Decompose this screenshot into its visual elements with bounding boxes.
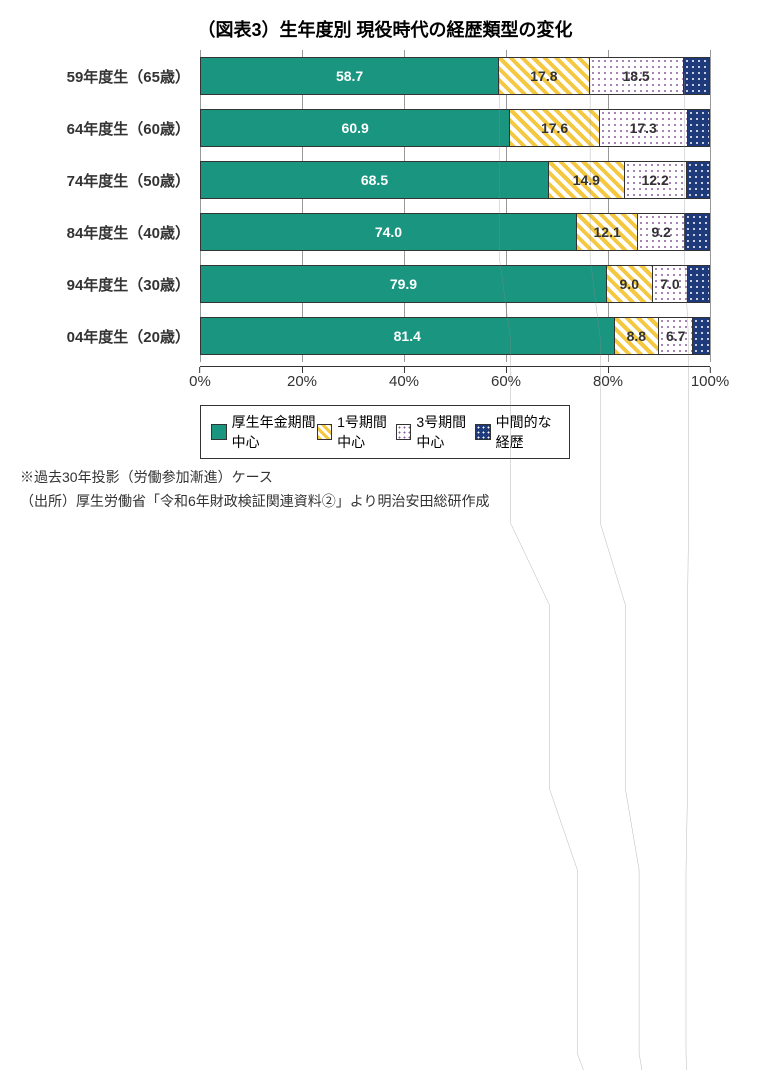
value-label: 81.4 — [394, 328, 421, 344]
bar-segment — [684, 58, 709, 94]
swatch-icon — [211, 424, 227, 440]
value-label: 12.2 — [642, 172, 669, 188]
bar-row: 74年度生（50歳）68.514.912.2 — [200, 158, 710, 202]
value-label: 74.0 — [375, 224, 402, 240]
legend-label: 1号期間中心 — [337, 412, 396, 452]
bar-segment: 6.7 — [659, 318, 693, 354]
bar-segment: 8.8 — [615, 318, 660, 354]
bar-segment: 17.3 — [600, 110, 688, 146]
y-label: 74年度生（50歳） — [20, 170, 190, 191]
x-tick: 80% — [593, 367, 623, 391]
y-label: 64年度生（60歳） — [20, 118, 190, 139]
value-label: 17.3 — [630, 120, 657, 136]
bar-segment: 74.0 — [201, 214, 577, 250]
bar-row: 84年度生（40歳）74.012.19.2 — [200, 210, 710, 254]
legend-item: 1号期間中心 — [317, 412, 396, 452]
legend-item: 3号期間中心 — [396, 412, 475, 452]
bar-segment: 58.7 — [201, 58, 499, 94]
value-label: 58.7 — [336, 68, 363, 84]
chart-title: （図表3）生年度別 現役時代の経歴類型の変化 — [20, 16, 750, 42]
bar-segment — [687, 162, 709, 198]
bar: 58.7 17.8 18.5 — [200, 57, 710, 95]
bar-segment: 81.4 — [201, 318, 615, 354]
legend-item: 厚生年金期間中心 — [211, 412, 317, 452]
chart-area: 59年度生（65歳）58.717.818.564年度生（60歳）60.917.6… — [200, 54, 710, 358]
x-axis: 0%20%40%60%80%100% — [200, 366, 710, 397]
bar-segment: 68.5 — [201, 162, 549, 198]
bar-segment — [685, 214, 709, 250]
x-tick: 60% — [491, 367, 521, 391]
bar-segment: 12.1 — [577, 214, 638, 250]
value-label: 12.1 — [594, 224, 621, 240]
bar-row: 64年度生（60歳）60.917.617.3 — [200, 106, 710, 150]
value-label: 79.9 — [390, 276, 417, 292]
swatch-icon — [317, 424, 333, 440]
legend: 厚生年金期間中心 1号期間中心 3号期間中心 中間的な経歴 — [200, 405, 570, 459]
bar-segment — [693, 318, 709, 354]
value-label: 8.8 — [627, 328, 646, 344]
legend-item: 中間的な経歴 — [475, 412, 559, 452]
bar: 60.9 17.6 17.3 — [200, 109, 710, 147]
bar-segment: 9.0 — [607, 266, 653, 302]
bar-segment: 12.2 — [625, 162, 687, 198]
bar-segment — [688, 266, 709, 302]
source-note: （出所）厚生労働省「令和6年財政検証関連資料②」より明治安田総研作成 — [20, 491, 750, 511]
value-label: 14.9 — [573, 172, 600, 188]
value-label: 68.5 — [361, 172, 388, 188]
bar-segment: 14.9 — [549, 162, 625, 198]
value-label: 18.5 — [622, 68, 649, 84]
bar-segment: 9.2 — [638, 214, 685, 250]
x-tick: 40% — [389, 367, 419, 391]
bar-segment: 17.6 — [510, 110, 599, 146]
footnote: ※過去30年投影（労働参加漸進）ケース — [20, 467, 750, 487]
bar-row: 94年度生（30歳）79.99.07.0 — [200, 262, 710, 306]
y-label: 94年度生（30歳） — [20, 274, 190, 295]
y-label: 84年度生（40歳） — [20, 222, 190, 243]
bar: 81.4 8.8 6.7 — [200, 317, 710, 355]
bar-segment: 18.5 — [590, 58, 684, 94]
bar: 79.9 9.0 7.0 — [200, 265, 710, 303]
value-label: 9.2 — [651, 224, 670, 240]
value-label: 60.9 — [342, 120, 369, 136]
value-label: 6.7 — [666, 328, 685, 344]
swatch-icon — [475, 424, 491, 440]
value-label: 7.0 — [660, 276, 679, 292]
x-tick: 100% — [691, 367, 729, 391]
bar: 74.0 12.1 9.2 — [200, 213, 710, 251]
bar-segment: 17.8 — [499, 58, 589, 94]
bar-row: 59年度生（65歳）58.717.818.5 — [200, 54, 710, 98]
x-tick: 20% — [287, 367, 317, 391]
legend-label: 中間的な経歴 — [496, 412, 559, 452]
x-tick: 0% — [189, 367, 211, 391]
y-label: 59年度生（65歳） — [20, 66, 190, 87]
bar: 68.5 14.9 12.2 — [200, 161, 710, 199]
value-label: 9.0 — [620, 276, 639, 292]
legend-label: 厚生年金期間中心 — [232, 412, 317, 452]
bar-segment: 60.9 — [201, 110, 510, 146]
legend-label: 3号期間中心 — [416, 412, 475, 452]
bar-segment — [688, 110, 709, 146]
y-label: 04年度生（20歳） — [20, 326, 190, 347]
value-label: 17.8 — [530, 68, 557, 84]
value-label: 17.6 — [541, 120, 568, 136]
bar-segment: 79.9 — [201, 266, 607, 302]
swatch-icon — [396, 424, 412, 440]
bar-segment: 7.0 — [653, 266, 689, 302]
bar-row: 04年度生（20歳）81.48.86.7 — [200, 314, 710, 358]
